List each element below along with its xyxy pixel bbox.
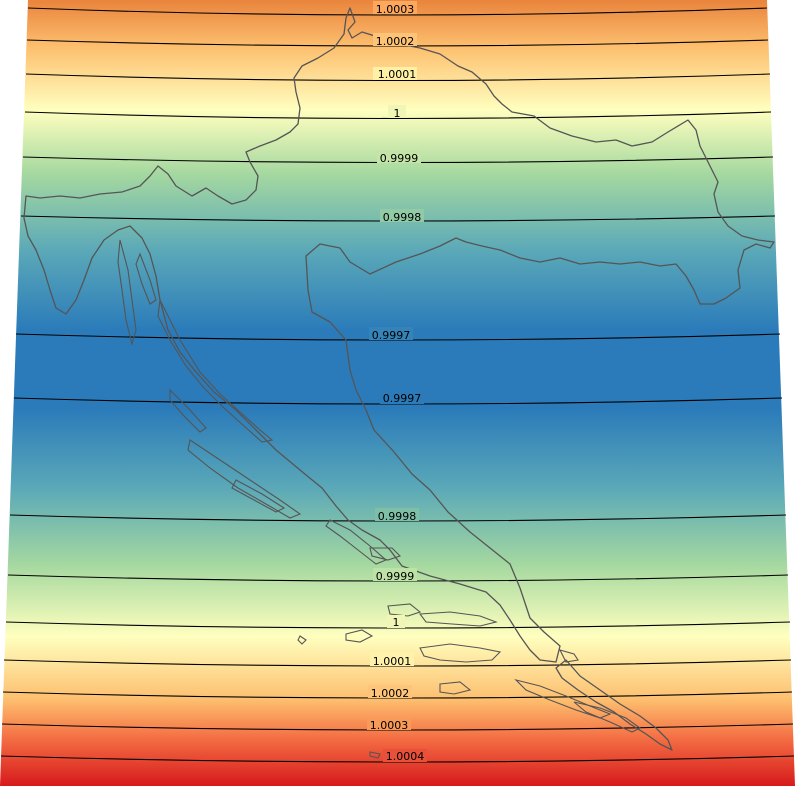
contour-labels: 1.0003 1.0002 1.0001 1 0.9999 0.9998 0.9…: [367, 1, 427, 763]
contour-label: 0.9997: [372, 329, 411, 342]
contour-label: 0.9999: [380, 152, 419, 165]
contour-line: [27, 7, 768, 16]
country-border: [23, 7, 775, 751]
contour-label: 1.0003: [370, 719, 409, 732]
contour-label: 1.0003: [376, 3, 415, 16]
contour-label: 0.9998: [378, 510, 417, 523]
contour-label: 1.0002: [371, 687, 410, 700]
contour-label: 1.0001: [373, 655, 412, 668]
islands: [117, 239, 642, 759]
contour-label: 1: [393, 616, 400, 629]
contour-line: [25, 73, 771, 82]
contour-label: 1.0004: [386, 750, 425, 763]
contour-label: 1.0002: [376, 35, 415, 48]
contour-label: 0.9998: [383, 211, 422, 224]
contour-label: 1: [394, 107, 401, 120]
contour-label: 1.0001: [378, 68, 417, 81]
contour-label: 0.9999: [376, 570, 415, 583]
contour-label: 0.9997: [383, 392, 422, 405]
contour-line: [24, 111, 772, 120]
